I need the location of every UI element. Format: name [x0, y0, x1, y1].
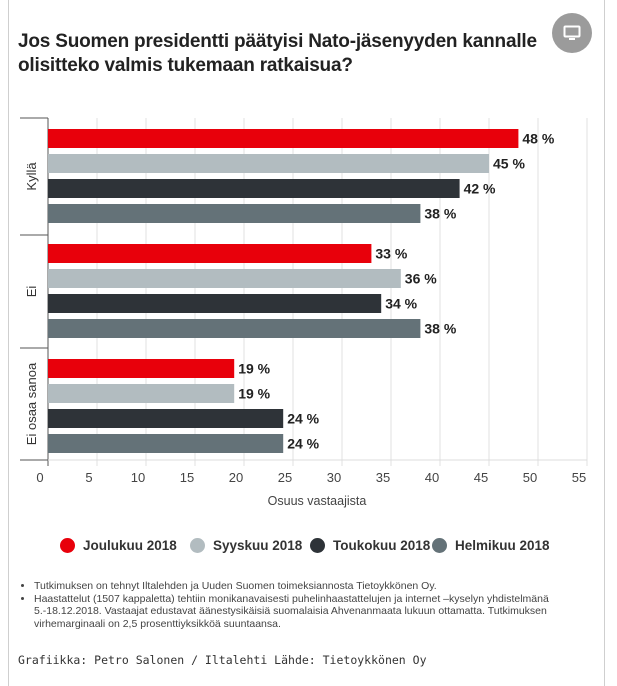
bar-value-label: 48 %: [522, 131, 554, 147]
legend: Joulukuu 2018 Syyskuu 2018 Toukokuu 2018…: [18, 538, 598, 562]
x-axis-label: Osuus vastaajista: [268, 494, 367, 508]
bar-value-label: 34 %: [385, 296, 417, 312]
category-label: Ei osaa sanoa: [24, 362, 39, 445]
bar: [48, 319, 421, 338]
bar: [48, 269, 401, 288]
bar: [48, 409, 284, 428]
x-tick-label: 20: [229, 470, 243, 485]
category-label: Kyllä: [24, 162, 39, 191]
x-tick-label: 50: [523, 470, 537, 485]
legend-label: Syyskuu 2018: [213, 538, 303, 553]
footnote: Tutkimuksen on tehnyt Iltalehden ja Uude…: [34, 580, 609, 593]
bar-value-label: 38 %: [424, 206, 456, 222]
legend-item-toukokuu: Toukokuu 2018: [310, 538, 430, 553]
legend-item-helmikuu: Helmikuu 2018: [432, 538, 550, 553]
legend-item-joulukuu: Joulukuu 2018: [60, 538, 177, 553]
bar: [48, 179, 460, 198]
bar-value-label: 42 %: [464, 181, 496, 197]
bar-value-label: 19 %: [238, 386, 270, 402]
x-tick-label: 35: [376, 470, 390, 485]
x-tick-label: 30: [327, 470, 341, 485]
legend-swatch: [432, 538, 447, 553]
bar-value-label: 19 %: [238, 361, 270, 377]
monitor-icon: [563, 25, 581, 40]
x-tick-label: 0: [36, 470, 43, 485]
bar: [48, 244, 372, 263]
bar: [48, 294, 382, 313]
footnote: Haastattelut (1507 kappaletta) tehtiin m…: [34, 593, 609, 631]
chart-title: Jos Suomen presidentti päätyisi Nato-jäs…: [18, 31, 537, 76]
x-tick-label: 25: [278, 470, 292, 485]
frame-left-border: [8, 0, 9, 686]
bar: [48, 129, 519, 148]
legend-item-syyskuu: Syyskuu 2018: [190, 538, 302, 553]
bar: [48, 434, 284, 453]
bar-value-label: 24 %: [287, 411, 319, 427]
x-tick-label: 40: [425, 470, 439, 485]
legend-swatch: [310, 538, 325, 553]
x-tick-label: 45: [474, 470, 488, 485]
x-tick-label: 5: [85, 470, 92, 485]
bar-value-label: 36 %: [405, 271, 437, 287]
category-label: Ei: [24, 286, 39, 298]
fullscreen-button[interactable]: [552, 13, 592, 53]
legend-label: Toukokuu 2018: [333, 538, 431, 553]
frame-right-border: [604, 0, 605, 686]
bar-value-label: 33 %: [375, 246, 407, 262]
footnotes: Tutkimuksen on tehnyt Iltalehden ja Uude…: [20, 580, 609, 630]
x-tick-label: 55: [572, 470, 586, 485]
bar-chart: Kyllä Ei Ei osaa sanoa 48 % 45 % 42 % 38 % 33 %…: [20, 117, 588, 508]
credits: Grafiikka: Petro Salonen / Iltalehti Läh…: [18, 653, 427, 667]
bar-value-label: 38 %: [424, 321, 456, 337]
legend-swatch: [190, 538, 205, 553]
bar: [48, 204, 421, 223]
bar-value-label: 24 %: [287, 436, 319, 452]
bar: [48, 359, 235, 378]
legend-swatch: [60, 538, 75, 553]
x-tick-label: 15: [180, 470, 194, 485]
bar-value-label: 45 %: [493, 156, 525, 172]
legend-label: Helmikuu 2018: [455, 538, 550, 553]
bar: [48, 154, 489, 173]
x-tick-label: 10: [131, 470, 145, 485]
bar: [48, 384, 235, 403]
legend-label: Joulukuu 2018: [83, 538, 177, 553]
